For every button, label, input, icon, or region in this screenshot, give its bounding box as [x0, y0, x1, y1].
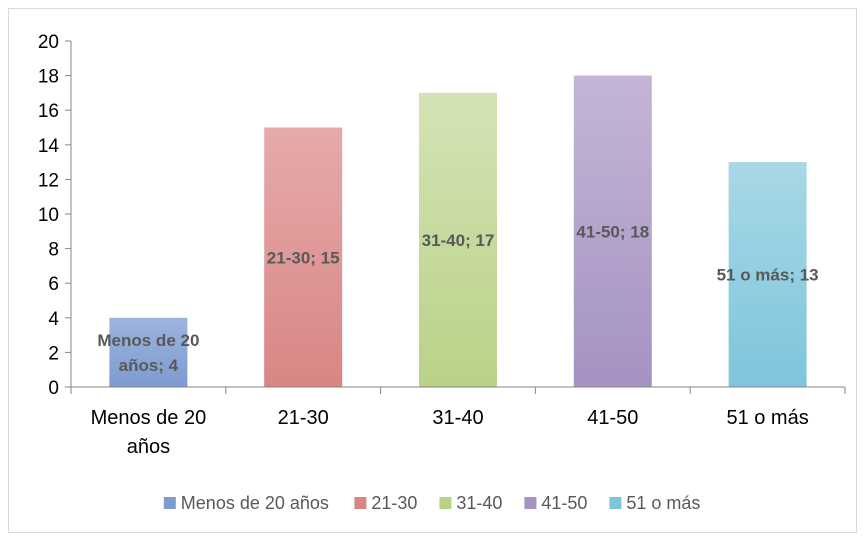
x-category-label: 31-40	[432, 407, 483, 429]
legend-label-2: 31-40	[456, 493, 502, 513]
bar-2	[419, 92, 497, 388]
x-category-labels: Menos de 20 años 21-30 31-40 41-50 51 o más	[91, 407, 809, 458]
data-label: años; 4	[119, 356, 179, 375]
y-tick-labels: 0 2 4 6 8 10 12 14 16 18 20	[38, 32, 60, 399]
y-tick-label: 4	[48, 309, 59, 330]
y-tick-label: 20	[38, 32, 59, 53]
data-label: 31-40; 17	[422, 231, 495, 250]
legend: Menos de 20 años 21-30 31-40 41-50 51 o más	[163, 493, 700, 513]
legend-label-4: 51 o más	[626, 493, 700, 513]
data-label: 21-30; 15	[267, 248, 340, 267]
y-tick-label: 6	[48, 274, 59, 295]
legend-swatch-4	[609, 497, 622, 509]
bar-0	[109, 317, 188, 387]
bar-1	[264, 127, 343, 387]
x-category-label: 41-50	[587, 407, 638, 429]
legend-swatch-3	[524, 497, 537, 509]
legend-label-3: 41-50	[541, 493, 587, 513]
y-tick-label: 12	[38, 170, 59, 191]
axes-group	[65, 40, 846, 394]
data-label: 51 o más; 13	[717, 266, 819, 285]
bar-chart: 0 2 4 6 8 10 12 14 16 18 20 Menos de 20 años 21-30 31…	[38, 32, 846, 513]
legend-swatch-1	[354, 497, 367, 509]
legend-label-1: 21-30	[371, 493, 417, 513]
y-tick-label: 16	[38, 101, 59, 122]
legend-label-0: Menos de 20 años	[181, 493, 329, 513]
x-category-label: años	[127, 436, 170, 458]
y-tick-label: 10	[38, 205, 59, 226]
x-category-label: Menos de 20	[91, 407, 207, 429]
x-category-label: 21-30	[278, 407, 329, 429]
y-tick-label: 14	[38, 136, 60, 157]
data-labels: Menos de 20 años; 4 21-30; 15 31-40; 17 41-5…	[97, 222, 818, 375]
bar-3	[573, 75, 652, 387]
data-label: 41-50; 18	[576, 222, 649, 241]
bars-group	[109, 75, 807, 388]
legend-swatch-0	[163, 497, 176, 509]
chart-frame: 0 2 4 6 8 10 12 14 16 18 20 Menos de 20 años 21-30 31…	[8, 8, 857, 533]
bar-4	[728, 162, 807, 387]
y-tick-label: 2	[48, 343, 59, 364]
y-tick-label: 8	[48, 240, 59, 261]
y-tick-label: 18	[38, 67, 59, 88]
data-label: Menos de 20	[97, 331, 199, 350]
y-tick-label: 0	[48, 378, 59, 399]
x-category-label: 51 o más	[726, 407, 808, 429]
legend-swatch-2	[439, 497, 452, 509]
